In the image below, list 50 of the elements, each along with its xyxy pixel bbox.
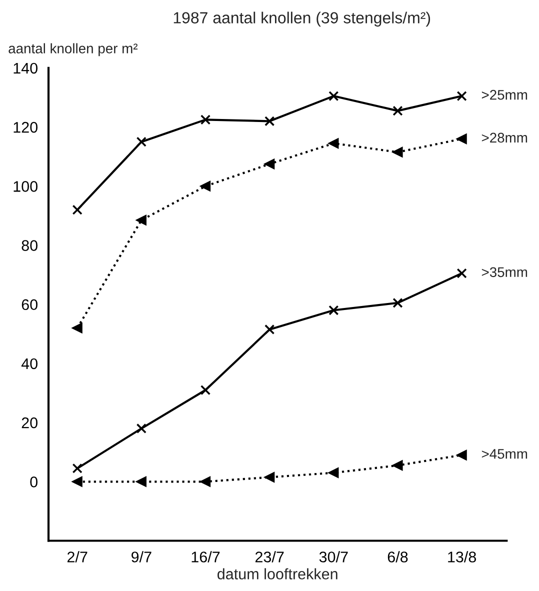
point [136,136,146,147]
x-tick-label: 6/8 [388,551,408,562]
point [456,268,467,278]
point [136,215,146,226]
point [328,90,339,102]
point [392,298,403,308]
point [328,138,339,148]
y-tick-label: 100 [14,181,38,192]
y-tick-label: 120 [14,122,38,133]
x-tick-label: 9/7 [132,551,152,562]
point [264,472,275,482]
point [136,423,146,434]
y-tick-label: 140 [14,62,38,74]
x-tick-label: 30/7 [319,551,348,562]
x-tick-label: 23/7 [255,551,284,562]
point [328,468,339,478]
point [392,460,403,470]
point [72,476,82,487]
point [200,181,211,192]
x-tick-label: 2/7 [67,551,88,562]
point [72,463,82,474]
point [200,384,211,396]
x-axis-title: datum looftrekken [218,568,338,580]
point [264,324,275,335]
y-tick-label: 20 [22,417,38,428]
point [264,116,275,126]
point [264,158,275,170]
y-tick-label: 80 [22,240,38,251]
point [200,476,211,487]
point [456,450,467,460]
point [456,134,467,144]
chart-title: 1987 aantal knollen (39 stengels/m²) [174,12,430,27]
point [72,322,82,334]
point [72,204,82,215]
point [328,305,339,316]
y-tick-label: 0 [30,476,38,488]
y-tick-label: 60 [22,299,38,310]
x-tick-label: 16/7 [192,551,220,562]
point [456,90,467,102]
series-label: >25mm [482,90,528,100]
series-label: >45mm [482,449,528,459]
x-tick-label: 13/8 [448,551,476,562]
point [392,106,403,116]
y-tick-label: 40 [21,358,38,370]
point [392,147,403,158]
series-label: >28mm [482,132,528,143]
point [200,114,211,125]
y-axis-title: aantal knollen per m² [8,43,138,56]
point [136,476,146,487]
series-label: >35mm [482,267,528,278]
